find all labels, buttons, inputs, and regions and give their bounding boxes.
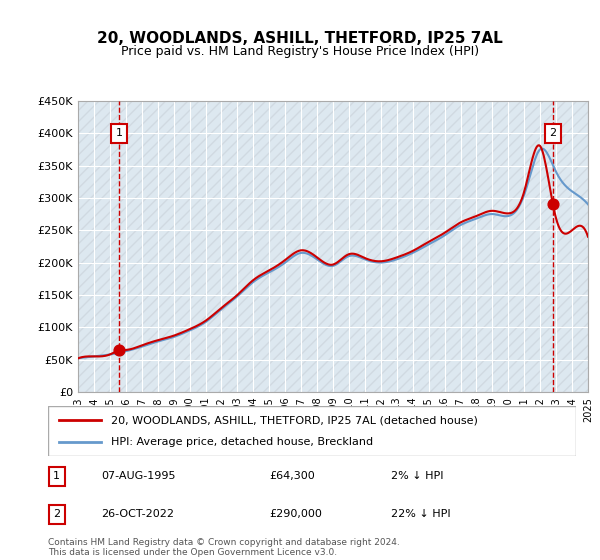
- FancyBboxPatch shape: [48, 406, 576, 456]
- Text: 1: 1: [116, 128, 123, 138]
- Text: Contains HM Land Registry data © Crown copyright and database right 2024.
This d: Contains HM Land Registry data © Crown c…: [48, 538, 400, 557]
- Text: HPI: Average price, detached house, Breckland: HPI: Average price, detached house, Brec…: [112, 437, 373, 447]
- Text: 22% ↓ HPI: 22% ↓ HPI: [391, 509, 451, 519]
- Text: 2: 2: [53, 509, 61, 519]
- Text: 20, WOODLANDS, ASHILL, THETFORD, IP25 7AL (detached house): 20, WOODLANDS, ASHILL, THETFORD, IP25 7A…: [112, 415, 478, 425]
- Text: 1: 1: [53, 472, 60, 482]
- Text: 2: 2: [550, 128, 557, 138]
- Point: [115, 346, 124, 355]
- Text: 2% ↓ HPI: 2% ↓ HPI: [391, 472, 444, 482]
- Point: [548, 200, 558, 209]
- Text: 07-AUG-1995: 07-AUG-1995: [101, 472, 175, 482]
- Text: £290,000: £290,000: [270, 509, 323, 519]
- Text: Price paid vs. HM Land Registry's House Price Index (HPI): Price paid vs. HM Land Registry's House …: [121, 45, 479, 58]
- Text: £64,300: £64,300: [270, 472, 316, 482]
- Text: 20, WOODLANDS, ASHILL, THETFORD, IP25 7AL: 20, WOODLANDS, ASHILL, THETFORD, IP25 7A…: [97, 31, 503, 46]
- Text: 26-OCT-2022: 26-OCT-2022: [101, 509, 174, 519]
